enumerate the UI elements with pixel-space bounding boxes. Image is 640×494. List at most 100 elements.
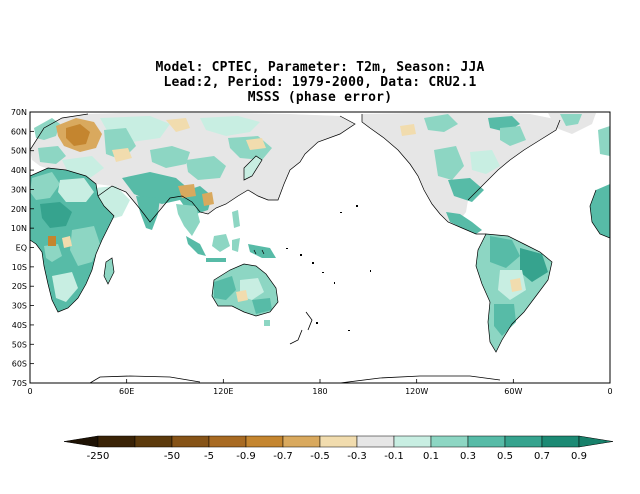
colorbar-segment (356, 435, 395, 448)
na-teal-patch (448, 178, 484, 202)
lat-tick-label: 60S (12, 360, 27, 369)
colorbar-label: 0.1 (423, 451, 439, 462)
india-landmass (136, 196, 160, 230)
lat-tick-label: 40N (11, 166, 27, 175)
lat-tick-label: 10N (11, 224, 27, 233)
africa-brown-patch (48, 236, 56, 246)
na-teal-patch (500, 126, 526, 146)
colorbar-label: -0.3 (347, 451, 367, 462)
europe-east-edge (598, 126, 610, 156)
africa-teal-patch (58, 178, 94, 202)
figure-title-line-2: Lead:2, Period: 1979-2000, Data: CRU2.1 (163, 75, 477, 90)
figure-title-line-1: Model: CPTEC, Parameter: T2m, Season: JJ… (155, 60, 485, 75)
latitude-axis: 70N 60N 50N 40N 30N 20N 10N EQ 10S 20S 30S 40S 50S 60… (11, 108, 34, 388)
lon-tick-label: 180 (312, 387, 327, 396)
colorbar-segment (171, 435, 210, 448)
figure-title-line-3: MSSS (phase error) (247, 90, 393, 105)
philippines (232, 210, 240, 228)
eurasia-brown-patch (246, 138, 266, 150)
sa-teal-patch (520, 248, 548, 282)
africa-east-edge (590, 184, 610, 238)
lat-tick-label: 50N (11, 147, 27, 156)
borneo (212, 234, 230, 252)
lat-tick-label: 30N (11, 185, 27, 194)
eurasia-teal-patch (200, 116, 260, 136)
colorbar-segment (134, 435, 173, 448)
tasmania (264, 320, 270, 326)
eurasia-teal-patch (34, 118, 60, 140)
colorbar-label: 0.9 (571, 451, 587, 462)
lon-tick-label: 0 (27, 387, 32, 396)
colorbar-segment (319, 435, 358, 448)
na-teal-patch (434, 146, 464, 180)
lon-tick-label: 120W (405, 387, 428, 396)
na-teal-patch (424, 114, 458, 132)
lat-tick-label: 70S (12, 379, 27, 388)
colorbar-label: 0.7 (534, 451, 550, 462)
na-teal-patch (470, 150, 500, 174)
new-zealand (289, 311, 313, 345)
eurasia-brown-patch (112, 148, 132, 162)
central-america-landmass (446, 212, 482, 234)
new-guinea (248, 244, 276, 258)
antarctica-outline (89, 375, 501, 383)
lon-tick-label: 120E (213, 387, 233, 396)
africa-teal-patch (70, 226, 100, 266)
sa-brown-patch (510, 278, 522, 292)
lat-tick-label: 10S (12, 263, 27, 272)
eurasia-teal-patch (38, 146, 66, 164)
eurasia-teal-patch (150, 146, 190, 168)
indochina-landmass (176, 204, 200, 236)
colorbar-low-extension (63, 435, 99, 448)
colorbar-segment (541, 435, 580, 448)
lat-tick-label: 20S (12, 282, 27, 291)
longitude-axis: 0 60E 120E 180 120W 60W 0 (27, 379, 613, 396)
colorbar: -250 -50 -5 -0.9 -0.7 -0.5 -0.3 -0.1 0.1 0.3 0.5 0.… (63, 435, 614, 462)
australia-teal-patch (214, 276, 236, 300)
africa-brown-patch (62, 236, 72, 248)
colorbar-segment (467, 435, 506, 448)
colorbar-segment (97, 435, 136, 448)
colorbar-segment (430, 435, 469, 448)
colorbar-segment (245, 435, 284, 448)
colorbar-label: -250 (87, 451, 110, 462)
eurasia-teal-patch (186, 156, 226, 180)
colorbar-high-extension (578, 435, 614, 448)
lon-tick-label: 60E (119, 387, 134, 396)
colorbar-label: -5 (204, 451, 214, 462)
lat-tick-label: 60N (11, 127, 27, 136)
lat-tick-label: 70N (11, 108, 27, 117)
pacific-islands (286, 205, 371, 331)
colorbar-segment (393, 435, 432, 448)
sa-teal-patch (490, 236, 520, 268)
lat-tick-label: EQ (16, 244, 27, 253)
australia-brown-patch (236, 290, 248, 302)
colorbar-segment (504, 435, 543, 448)
madagascar (104, 258, 114, 284)
colorbar-label: 0.3 (460, 451, 476, 462)
eurasia-teal-patch (122, 172, 190, 204)
colorbar-label: -0.1 (384, 451, 404, 462)
sa-teal-patch (494, 304, 516, 336)
australia-teal-patch (252, 298, 272, 314)
sulawesi (232, 238, 240, 252)
japan-landmass (244, 156, 262, 180)
lon-tick-label: 0 (607, 387, 612, 396)
eurasia-brown-patch (202, 192, 214, 206)
lat-tick-label: 30S (12, 302, 27, 311)
lat-tick-label: 50S (12, 340, 27, 349)
africa-teal-patch (40, 202, 72, 228)
colorbar-label: 0.5 (497, 451, 513, 462)
sumatra (186, 236, 206, 256)
colorbar-segment (208, 435, 247, 448)
lat-tick-label: 20N (11, 205, 27, 214)
na-brown-patch (400, 124, 416, 136)
map-field (30, 113, 610, 383)
colorbar-label: -50 (164, 451, 180, 462)
colorbar-label: -0.7 (273, 451, 293, 462)
lat-tick-label: 40S (12, 321, 27, 330)
colorbar-segment (282, 435, 321, 448)
eurasia-brown-patch (66, 124, 90, 146)
colorbar-label: -0.5 (310, 451, 330, 462)
